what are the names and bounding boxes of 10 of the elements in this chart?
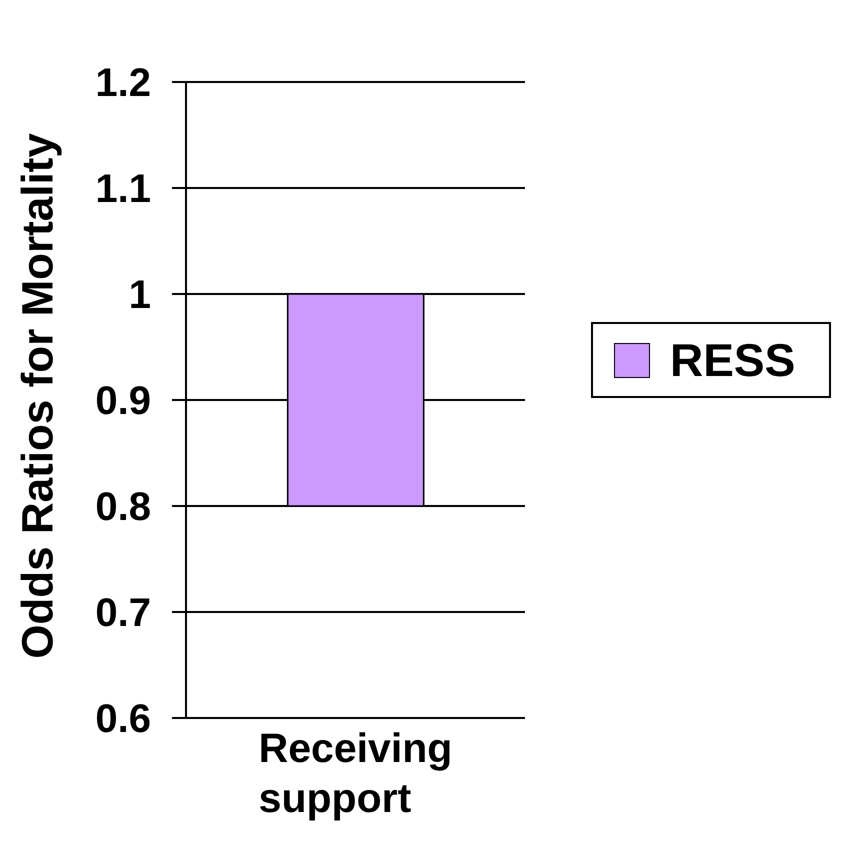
y-tick-label: 1.2	[95, 61, 151, 106]
y-tick-label: 0.7	[95, 591, 151, 636]
y-tick-label: 0.6	[95, 697, 151, 742]
legend-label: RESS	[670, 334, 796, 386]
y-axis-title: Odds Ratios for Mortality	[14, 132, 62, 659]
y-tick-label: 1	[128, 273, 151, 318]
x-tick-label: Receiving support	[258, 725, 452, 821]
y-tick-label: 1.1	[95, 167, 151, 212]
y-tick-label: 0.8	[95, 485, 151, 530]
y-tick-label: 0.9	[95, 379, 151, 424]
